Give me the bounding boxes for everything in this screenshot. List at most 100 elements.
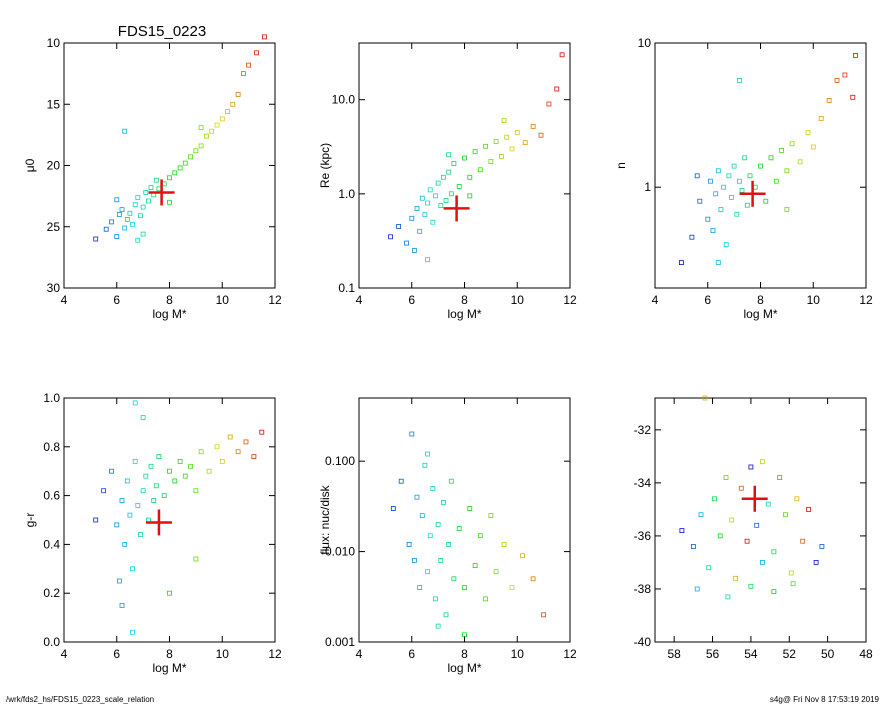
panel-p3: 4 6 8 10 12 1 10 log M* n: [614, 36, 873, 321]
y-axis-label: flux: nuc/disk: [318, 484, 332, 554]
data-point: [188, 463, 194, 469]
data-point: [119, 207, 125, 213]
data-point: [153, 177, 159, 183]
data-point: [243, 439, 249, 445]
data-point: [726, 173, 732, 179]
x-tick-label: 10: [216, 647, 230, 661]
data-point: [813, 560, 819, 565]
data-point: [818, 116, 824, 121]
y-axis-label: Re (kpc): [318, 143, 332, 188]
data-point: [122, 542, 128, 547]
data-point: [411, 248, 417, 253]
data-point: [435, 522, 441, 527]
data-point: [498, 153, 504, 159]
data-point: [167, 590, 172, 596]
data-point: [739, 187, 745, 193]
data-point: [161, 493, 167, 499]
data-point: [114, 522, 120, 528]
data-point: [710, 228, 716, 234]
data-point: [717, 533, 723, 539]
y-tick-label: 0.4: [43, 537, 60, 551]
y-tick-label: 10: [47, 36, 61, 50]
data-point: [390, 506, 396, 511]
x-tick-label: 48: [859, 647, 873, 661]
panel-p2: 4 6 8 10 12 0.1 1.0 10.0 log M* Re (kpc): [318, 42, 577, 321]
data-point: [456, 183, 462, 189]
data-point: [810, 144, 816, 150]
data-point: [783, 512, 788, 518]
data-point: [259, 429, 265, 435]
data-point: [103, 226, 109, 232]
data-point: [193, 148, 199, 154]
data-point: [235, 449, 241, 455]
data-point: [488, 159, 494, 165]
data-point: [451, 576, 457, 582]
data-point: [788, 570, 794, 576]
data-point: [167, 468, 172, 474]
data-point: [747, 173, 753, 179]
data-point: [411, 558, 417, 563]
x-tick-label: 10: [807, 293, 821, 307]
data-point: [691, 544, 696, 549]
data-point: [488, 513, 494, 518]
data-point: [433, 193, 438, 199]
x-tick-label: 6: [408, 647, 415, 661]
data-point: [219, 116, 225, 122]
data-point: [414, 494, 420, 500]
data-point: [261, 34, 267, 40]
data-point: [679, 260, 684, 266]
data-point: [784, 168, 790, 174]
x-tick-label: 8: [166, 293, 173, 307]
data-point: [140, 204, 146, 210]
data-point: [225, 109, 230, 114]
y-tick-label: 1.0: [338, 187, 355, 201]
x-tick-label: 56: [706, 647, 720, 661]
data-point: [156, 454, 162, 460]
data-point: [417, 585, 423, 590]
data-point: [172, 170, 178, 176]
data-point: [93, 517, 99, 523]
data-point: [779, 147, 784, 153]
x-tick-label: 6: [704, 293, 711, 307]
data-point: [430, 485, 436, 491]
data-point: [140, 488, 146, 494]
data-point: [193, 488, 199, 494]
data-point: [694, 586, 700, 592]
x-tick-label: 50: [821, 647, 835, 661]
panel-p6: 58 56 54 52 50 48 -40 -38 -36 -34 -32: [634, 395, 873, 661]
x-axis-label: log M*: [447, 307, 481, 321]
y-tick-label: -32: [634, 423, 652, 437]
data-point: [702, 395, 708, 401]
data-point: [206, 468, 212, 474]
data-point: [114, 197, 120, 203]
data-point: [435, 623, 441, 629]
x-tick-label: 54: [744, 647, 758, 661]
data-point: [530, 576, 536, 582]
data-point: [427, 533, 433, 539]
data-point: [188, 154, 194, 160]
data-point: [765, 501, 771, 507]
data-point: [135, 237, 141, 243]
data-point: [182, 473, 188, 479]
data-point: [477, 167, 483, 173]
data-point: [438, 558, 444, 563]
data-point: [462, 585, 467, 590]
data-point: [446, 152, 452, 158]
data-point: [834, 78, 840, 83]
data-point: [446, 542, 452, 547]
data-point: [414, 205, 420, 211]
x-tick-label: 6: [408, 293, 415, 307]
data-point: [177, 458, 183, 464]
data-point: [235, 92, 241, 97]
data-point: [433, 596, 438, 602]
data-point: [768, 155, 774, 161]
x-tick-label: 12: [859, 293, 873, 307]
data-point: [509, 585, 515, 590]
data-point: [425, 200, 431, 206]
y-tick-label: 25: [47, 220, 61, 234]
x-tick-label: 4: [61, 647, 68, 661]
data-point: [443, 612, 449, 618]
data-point: [797, 159, 803, 165]
data-point: [135, 502, 141, 508]
